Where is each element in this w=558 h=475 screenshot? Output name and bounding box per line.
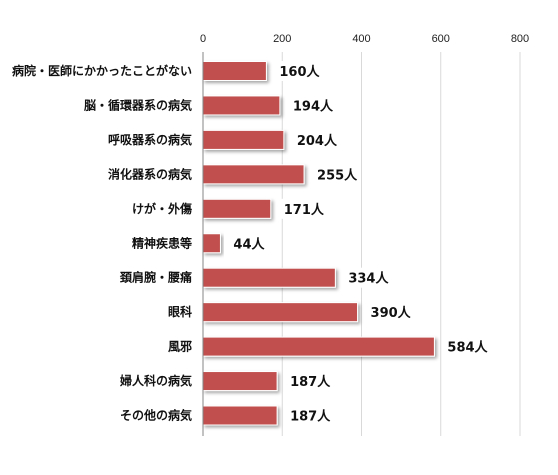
- data-label: 194人: [293, 98, 334, 114]
- bar: [202, 336, 435, 357]
- x-tick-label: 400: [352, 33, 370, 45]
- bars: [202, 61, 435, 426]
- data-label: 204人: [297, 133, 338, 149]
- category-label: その他の病気: [120, 408, 192, 423]
- category-labels: 病院・医師にかかったことがない脳・循環器系の病気呼吸器系の病気消化器系の病気けが…: [12, 63, 192, 423]
- data-label-background: [289, 95, 337, 116]
- data-labels: 160人 194人 204人 255人 171人 44人 334人 390人 584人 187人 1…: [230, 61, 491, 426]
- data-label-background: [287, 405, 334, 426]
- data-label-background: [444, 336, 491, 357]
- bar: [202, 405, 278, 426]
- category-label: けが・外傷: [132, 201, 192, 216]
- x-tick-label: 0: [200, 33, 206, 45]
- bar: [202, 198, 272, 219]
- gridlines: [281, 52, 521, 436]
- data-label-background: [293, 129, 340, 150]
- data-label-background: [287, 371, 334, 392]
- data-label: 160人: [279, 64, 320, 80]
- category-label: 呼吸器系の病気: [108, 132, 192, 147]
- x-tick-label: 600: [432, 33, 450, 45]
- category-label: 風邪: [168, 340, 192, 354]
- data-label: 187人: [290, 409, 331, 425]
- bar: [202, 371, 278, 392]
- data-label-background: [367, 302, 414, 323]
- bar: [202, 267, 336, 288]
- category-label: 精神疾患等: [132, 235, 192, 250]
- category-label: 眼科: [168, 304, 192, 319]
- data-label-background: [276, 61, 323, 81]
- data-label: 171人: [284, 202, 325, 218]
- category-label: 頚肩腕・腰痛: [119, 270, 192, 285]
- category-label: 脳・循環器系の病気: [84, 97, 192, 112]
- data-label: 255人: [317, 167, 358, 183]
- data-label: 44人: [233, 236, 265, 252]
- bar: [202, 95, 281, 116]
- data-label-background: [230, 233, 268, 254]
- bar: [202, 164, 305, 185]
- bar: [202, 233, 221, 254]
- x-axis-ticks: 0 200 400 600 800: [200, 33, 529, 45]
- data-label: 187人: [290, 374, 331, 390]
- x-tick-label: 800: [511, 33, 529, 45]
- category-label: 婦人科の病気: [119, 373, 192, 388]
- bar: [202, 61, 267, 81]
- data-label-background: [345, 267, 392, 288]
- data-label-background: [280, 198, 327, 219]
- category-label: 消化器系の病気: [108, 166, 192, 181]
- bar: [202, 129, 285, 150]
- category-label: 病院・医師にかかったことがない: [12, 63, 192, 78]
- data-label-background: [314, 164, 361, 185]
- data-label: 334人: [348, 271, 389, 287]
- data-label: 584人: [447, 340, 488, 356]
- data-label: 390人: [371, 305, 412, 321]
- x-tick-label: 200: [273, 33, 291, 45]
- bar: [202, 302, 359, 323]
